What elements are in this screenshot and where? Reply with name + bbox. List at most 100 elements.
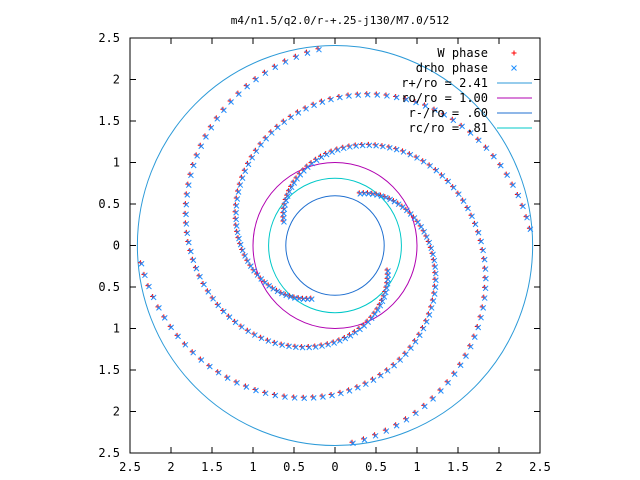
- data-point: [306, 344, 313, 351]
- data-point: [265, 338, 272, 344]
- data-point: [184, 192, 191, 198]
- data-point: [190, 349, 197, 356]
- data-point: [207, 363, 213, 370]
- data-point: [374, 92, 381, 98]
- data-point: [432, 264, 439, 270]
- data-point: [233, 223, 240, 229]
- data-point: [423, 234, 430, 240]
- data-point: [258, 142, 264, 148]
- data-point: [313, 157, 320, 164]
- data-point: [374, 192, 380, 198]
- data-point: [411, 215, 418, 221]
- data-point: [386, 145, 393, 151]
- y-tick-label: 2: [113, 405, 120, 419]
- data-point: [320, 394, 326, 400]
- data-point: [224, 375, 231, 381]
- x-tick-label: 0.5: [365, 460, 387, 474]
- data-point: [384, 367, 391, 374]
- y-tick-label: 0.5: [98, 280, 120, 294]
- data-point: [331, 340, 338, 346]
- data-point: [304, 164, 311, 170]
- data-point: [198, 143, 205, 150]
- data-point: [245, 328, 252, 335]
- data-point: [234, 380, 240, 386]
- data-point: [483, 145, 490, 152]
- data-point: [340, 145, 347, 152]
- data-point: [338, 390, 344, 397]
- data-point: [236, 235, 242, 242]
- legend-entry: drho phase: [416, 61, 517, 75]
- data-point: [197, 273, 203, 280]
- data-point: [221, 107, 227, 114]
- data-point: [283, 292, 290, 299]
- data-point: [316, 46, 322, 53]
- data-point: [361, 437, 368, 443]
- data-point: [413, 410, 419, 417]
- legend-entry: r+/ro = 2.41: [401, 76, 532, 90]
- data-point: [203, 134, 209, 140]
- data-point: [242, 168, 249, 175]
- data-point: [515, 192, 522, 199]
- data-point: [433, 167, 440, 174]
- data-point: [183, 221, 190, 227]
- data-point: [430, 298, 437, 304]
- chart-title: m4/n1.5/q2.0/r-+.25-j130/M7.0/512: [231, 14, 450, 27]
- data-point: [239, 175, 246, 181]
- data-point: [142, 272, 148, 279]
- data-point: [350, 440, 356, 447]
- data-point: [190, 162, 197, 169]
- data-point: [407, 151, 414, 158]
- data-point: [293, 344, 299, 351]
- data-point: [283, 197, 290, 204]
- data-point: [353, 143, 360, 149]
- y-tick-label: 2.5: [98, 446, 120, 460]
- data-point: [383, 428, 390, 434]
- data-point: [378, 193, 385, 199]
- data-point: [491, 153, 497, 160]
- data-point: [262, 390, 269, 397]
- data-point: [421, 403, 428, 410]
- data-point: [282, 59, 289, 65]
- data-point: [193, 265, 200, 272]
- data-point: [210, 295, 217, 302]
- data-point: [359, 142, 366, 149]
- data-point: [510, 182, 516, 188]
- tick-labels: 2.5 2 1.5 1 0.5 0 0.5 1 1.5 2 2.52.521.510.500.511…: [98, 31, 551, 474]
- data-point: [457, 362, 464, 369]
- data-point: [377, 302, 384, 309]
- y-tick-label: 1.5: [98, 114, 120, 128]
- x-tick-label: 2: [495, 460, 502, 474]
- x-tick-label: 1.5: [201, 460, 223, 474]
- data-point: [253, 148, 260, 155]
- data-point: [393, 422, 400, 429]
- data-point: [428, 245, 435, 252]
- data-point: [352, 329, 359, 336]
- data-point: [220, 308, 227, 315]
- data-point: [244, 258, 251, 265]
- data-point: [323, 151, 330, 158]
- data-point: [393, 146, 400, 153]
- data-point: [268, 130, 275, 136]
- data-point: [184, 230, 191, 237]
- data-point: [281, 119, 288, 126]
- data-point: [373, 142, 379, 149]
- data-point: [329, 392, 335, 399]
- legend-marker-swatch: [511, 65, 517, 71]
- data-point: [380, 143, 386, 150]
- legend-entry: ro/ro = 1.00: [401, 91, 532, 105]
- data-point: [432, 107, 438, 113]
- y-tick-label: 2.5: [98, 31, 120, 45]
- data-point: [439, 172, 446, 179]
- data-point: [243, 384, 250, 390]
- data-point: [430, 251, 436, 258]
- data-point: [427, 163, 433, 169]
- data-point: [391, 362, 398, 369]
- data-point: [451, 371, 458, 378]
- data-point: [291, 395, 298, 401]
- data-point: [296, 295, 303, 302]
- data-point: [397, 357, 404, 363]
- data-point: [233, 203, 240, 209]
- data-point: [337, 94, 343, 101]
- data-point: [294, 175, 300, 182]
